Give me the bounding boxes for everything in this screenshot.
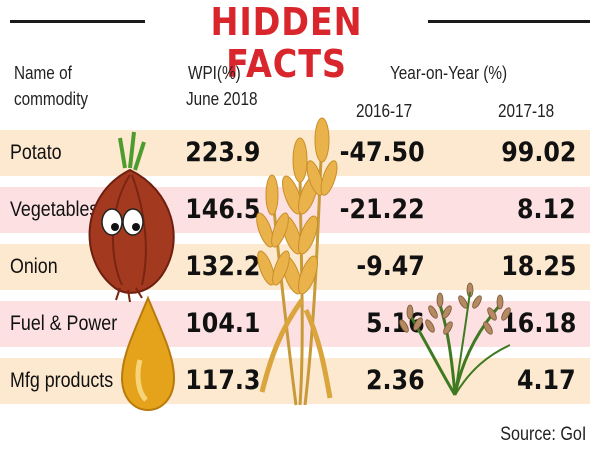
title-rule-right (428, 20, 590, 23)
chart-title: HIDDEN FACTS (210, 0, 363, 86)
wpi-value: 117.3 (184, 365, 260, 396)
title-bar: HIDDEN FACTS (0, 0, 600, 85)
header-yoy-2017-18: 2017-18 (498, 101, 555, 121)
table-row: Potato 223.9 -47.50 99.02 (0, 130, 590, 176)
header-yoy-2016-17: 2016-17 (356, 101, 413, 121)
header-name-line1: Name of (14, 63, 72, 83)
table-row: Onion 132.2 -9.47 18.25 (0, 244, 590, 290)
yoy-2016-17-value: -47.50 (339, 137, 425, 168)
table-row: Mfg products 117.3 2.36 4.17 (0, 358, 590, 404)
header-yoy-group: Year-on-Year (%) (390, 63, 508, 83)
yoy-2016-17-value: -21.22 (339, 194, 425, 225)
yoy-2016-17-value: 5.16 (366, 308, 425, 339)
table-row: Fuel & Power 104.1 5.16 16.18 (0, 301, 590, 347)
title-rule-left (10, 20, 145, 23)
source-note: Source: GoI (499, 424, 586, 445)
yoy-2017-18-value: 99.02 (500, 137, 576, 168)
yoy-2017-18-value: 8.12 (517, 194, 576, 225)
wpi-value: 104.1 (184, 308, 260, 339)
commodity-name: Onion (10, 255, 58, 278)
wpi-value: 223.9 (184, 137, 260, 168)
yoy-2017-18-value: 18.25 (500, 251, 576, 282)
header-wpi-line2: June 2018 (186, 89, 258, 109)
wpi-value: 146.5 (184, 194, 260, 225)
yoy-2017-18-value: 16.18 (500, 308, 576, 339)
wpi-value: 132.2 (184, 251, 260, 282)
yoy-2016-17-value: -9.47 (356, 251, 425, 282)
table-row: Vegetables 146.5 -21.22 8.12 (0, 187, 590, 233)
commodity-name: Mfg products (10, 369, 114, 392)
yoy-2017-18-value: 4.17 (517, 365, 576, 396)
header-wpi-line1: WPI(%) (188, 63, 241, 83)
commodity-name: Fuel & Power (10, 312, 118, 335)
header-name-line2: commodity (14, 89, 88, 109)
yoy-2016-17-value: 2.36 (366, 365, 425, 396)
commodity-name: Vegetables (10, 198, 99, 221)
commodity-name: Potato (10, 141, 62, 164)
